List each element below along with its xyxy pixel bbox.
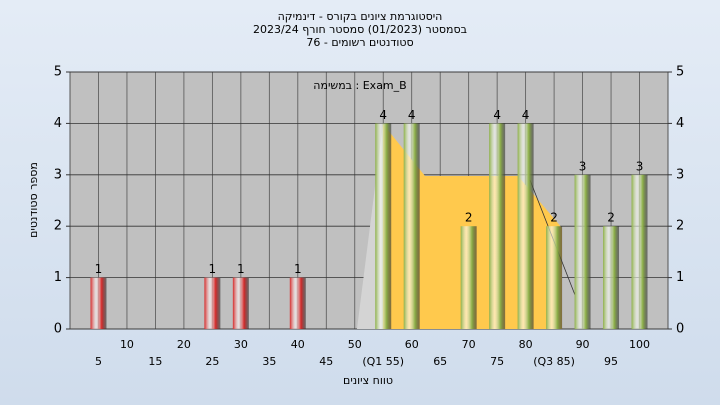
x-tick-label: 100 xyxy=(629,338,650,351)
data-label: 4 xyxy=(493,108,501,122)
bar xyxy=(546,226,563,329)
x-tick-label: 70 xyxy=(462,338,476,351)
x-tick-label: 35 xyxy=(262,355,276,368)
bar xyxy=(603,226,620,329)
x-tick-label: 95 xyxy=(604,355,618,368)
x-tick-label: 30 xyxy=(234,338,248,351)
bar xyxy=(90,277,107,329)
y-tick-label: 2 xyxy=(54,219,62,234)
y-tick-label: 0 xyxy=(676,322,684,337)
x-tick-label: 75 xyxy=(490,355,504,368)
y-tick-label: 4 xyxy=(54,116,62,131)
data-label: 4 xyxy=(408,108,416,122)
x-tick-label: 5 xyxy=(95,355,102,368)
chart-title: היסטוגרמת ציונים בקורס - דינמיקה xyxy=(278,10,443,23)
y-tick-label: 5 xyxy=(54,65,62,80)
x-tick-label: (Q3 85) xyxy=(533,355,575,368)
bar xyxy=(403,123,420,330)
x-tick-label: 90 xyxy=(576,338,590,351)
bar xyxy=(574,174,591,329)
y-tick-label: 1 xyxy=(676,270,684,285)
bar xyxy=(204,277,221,329)
bar xyxy=(460,226,477,329)
bar xyxy=(517,123,534,330)
data-label: 1 xyxy=(209,262,217,276)
x-tick-label: 80 xyxy=(519,338,533,351)
y-axis-label: מספר סטודנטים xyxy=(27,162,40,238)
data-label: 4 xyxy=(522,108,530,122)
bar xyxy=(375,123,392,330)
data-label: 1 xyxy=(294,262,302,276)
x-tick-label: 60 xyxy=(405,338,419,351)
bar xyxy=(289,277,306,329)
x-tick-label: 40 xyxy=(291,338,305,351)
chart-subtitle: בסמסטר (01/2023) סמסטר חורף 2023/24 xyxy=(253,23,467,36)
annotation: במשימה : Exam_B xyxy=(313,79,406,92)
data-label: 1 xyxy=(237,262,245,276)
data-label: 2 xyxy=(550,211,558,225)
chart-subtitle: סטודנטים רשומים - 76 xyxy=(306,36,413,49)
data-label: 1 xyxy=(95,262,103,276)
bar xyxy=(631,174,648,329)
data-label: 3 xyxy=(579,159,587,173)
y-tick-label: 3 xyxy=(676,167,684,182)
bar xyxy=(489,123,506,330)
bar xyxy=(232,277,249,329)
x-tick-label: 15 xyxy=(148,355,162,368)
x-tick-label: 65 xyxy=(433,355,447,368)
data-label: 2 xyxy=(607,211,615,225)
x-tick-label: (Q1 55) xyxy=(362,355,404,368)
x-tick-label: 20 xyxy=(177,338,191,351)
y-tick-label: 4 xyxy=(676,116,684,131)
y-tick-label: 5 xyxy=(676,65,684,80)
data-label: 4 xyxy=(379,108,387,122)
x-axis-label: טווח ציונים xyxy=(343,374,393,387)
y-tick-label: 0 xyxy=(54,322,62,337)
data-label: 3 xyxy=(636,159,644,173)
y-tick-label: 3 xyxy=(54,167,62,182)
x-tick-label: 25 xyxy=(205,355,219,368)
x-tick-label: 10 xyxy=(120,338,134,351)
data-label: 2 xyxy=(465,211,473,225)
x-tick-label: 45 xyxy=(319,355,333,368)
x-tick-label: 50 xyxy=(348,338,362,351)
y-tick-label: 2 xyxy=(676,219,684,234)
y-tick-label: 1 xyxy=(54,270,62,285)
